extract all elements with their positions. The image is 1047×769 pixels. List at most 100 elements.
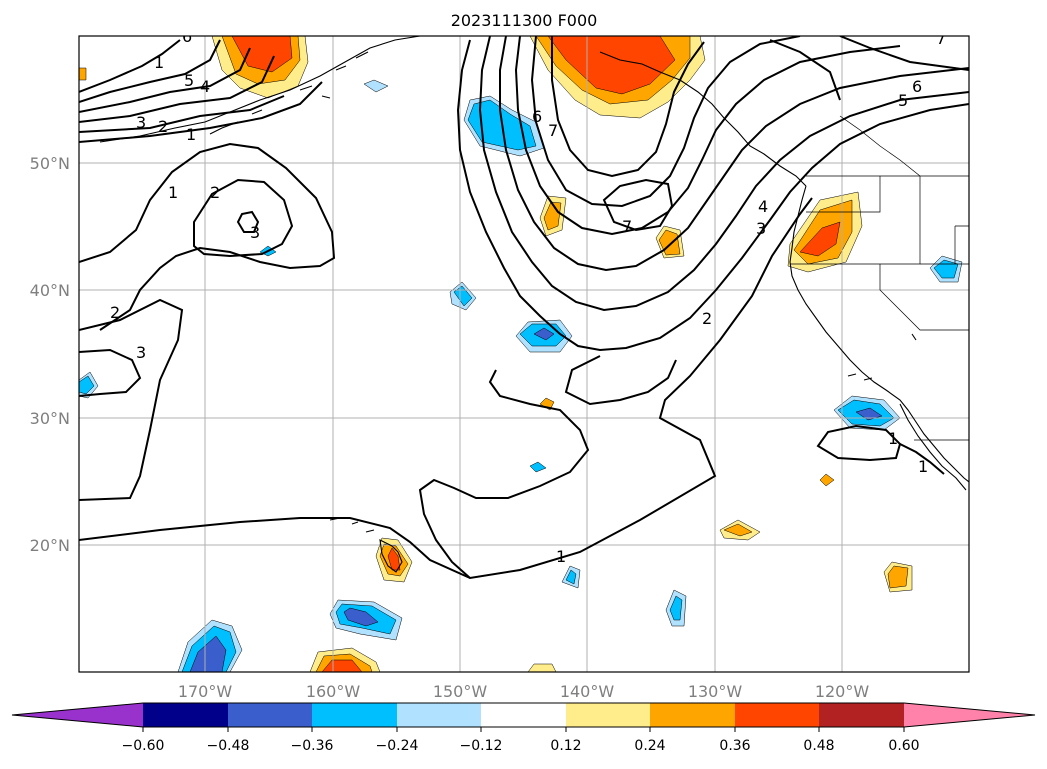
contour-line <box>79 298 184 501</box>
contour-line <box>478 36 969 312</box>
political-borders <box>790 115 969 441</box>
nevada-border <box>879 264 969 331</box>
channel-islands <box>847 333 917 381</box>
colorbar-segment <box>312 703 397 727</box>
contour-label: 4 <box>758 197 768 216</box>
colorbar-segment <box>566 703 650 727</box>
colorbar-segment <box>143 703 228 727</box>
positive-anomaly-region <box>547 36 676 95</box>
lon-label: 140°W <box>560 682 615 701</box>
negative-anomaly-region <box>343 607 379 627</box>
contour-label: 2 <box>210 183 220 202</box>
contour-line <box>79 95 285 133</box>
negative-anomaly-region <box>189 635 227 672</box>
map-frame <box>78 35 970 673</box>
colorbar-extend-high <box>904 703 1035 727</box>
negative-anomaly-region <box>363 79 389 93</box>
contour-label: 5 <box>898 91 908 110</box>
contour-line <box>79 197 813 580</box>
contour-line <box>236 210 260 233</box>
lat-label: 20°N <box>30 536 70 555</box>
positive-anomaly-region <box>387 547 401 571</box>
negative-anomaly-region <box>533 327 555 341</box>
colorbar-tick-label: −0.60 <box>122 738 165 754</box>
contour-label: 7 <box>936 29 946 48</box>
lon-label: 160°W <box>306 682 361 701</box>
contour-line <box>79 348 142 397</box>
positive-anomaly-region <box>321 659 363 672</box>
colorbar-segment <box>735 703 819 727</box>
baja-coast <box>899 403 967 491</box>
negative-anomaly-region <box>453 285 473 307</box>
aleutian-islands <box>209 51 369 135</box>
colorbar-ticks <box>142 727 905 732</box>
contour-label: 7 <box>622 217 632 236</box>
map-title: 2023111300 F000 <box>451 11 598 30</box>
contour-line <box>899 443 945 475</box>
lon-label: 150°W <box>433 682 488 701</box>
contour-label: 2 <box>158 117 168 136</box>
longitude-labels: 170°W 160°W 150°W 140°W 130°W 120°W <box>178 682 870 701</box>
positive-anomaly-region <box>231 36 293 73</box>
height-contours <box>79 36 969 580</box>
contour-label: 1 <box>888 429 898 448</box>
colorbar-segment <box>481 703 566 727</box>
contour-line <box>79 81 323 143</box>
alaska-coast <box>99 36 421 143</box>
colorbar-segment <box>819 703 904 727</box>
negative-anomaly-region <box>933 259 959 279</box>
lon-label: 170°W <box>178 682 233 701</box>
negative-anomaly-region <box>529 461 547 473</box>
contour-label: 4 <box>200 77 210 96</box>
colorbar-segment <box>228 703 312 727</box>
contour-line <box>551 36 705 178</box>
contour-label: 1 <box>168 183 178 202</box>
lon-label: 130°W <box>688 682 743 701</box>
colorbar-tick-label: 0.24 <box>634 738 665 754</box>
positive-anomaly-region <box>723 523 753 537</box>
contour-labels: 1 5 4 3 2 1 1 2 3 2 3 6 7 7 2 3 4 5 6 7 … <box>110 27 946 566</box>
contour-line <box>79 47 251 113</box>
contour-label: 7 <box>548 121 558 140</box>
lat-label: 50°N <box>30 154 70 173</box>
contour-label: 6 <box>532 107 542 126</box>
colorbar-segment <box>650 703 735 727</box>
contour-label: 2 <box>110 303 120 322</box>
lon-label: 120°W <box>815 682 870 701</box>
contour-line <box>79 55 275 123</box>
colorbar-tick-label: −0.12 <box>460 738 503 754</box>
contour-label: 1 <box>154 53 164 72</box>
washington-oregon-border <box>806 176 881 213</box>
map-area: 1 5 4 3 2 1 1 2 3 2 3 6 7 7 2 3 4 5 6 7 … <box>79 27 969 672</box>
colorbar-tick-label: 0.36 <box>719 738 750 754</box>
contour-label: 3 <box>136 113 146 132</box>
contour-label: 2 <box>702 309 712 328</box>
colorbar-tick-label: −0.48 <box>207 738 250 754</box>
colorbar-segment <box>397 703 481 727</box>
negative-anomaly-region <box>565 569 577 585</box>
positive-anomaly-region <box>887 565 909 589</box>
graticule <box>79 36 969 672</box>
contour-label: 3 <box>250 223 260 242</box>
positive-anomaly-region <box>819 473 835 487</box>
colorbar-tick-label: 0.60 <box>888 738 919 754</box>
contour-label: 6 <box>182 27 192 46</box>
colorbar-tick-label: 0.48 <box>803 738 834 754</box>
contour-label: 3 <box>136 343 146 362</box>
negative-anomaly-region <box>79 375 95 395</box>
contour-line <box>499 36 969 272</box>
colorbar-extend-low <box>12 703 143 727</box>
bc-alberta-border <box>839 115 921 177</box>
contour-label: 1 <box>918 457 928 476</box>
contour-line <box>602 178 674 232</box>
contour-label: 1 <box>186 125 196 144</box>
contour-line <box>769 39 841 101</box>
contour-label: 5 <box>184 71 194 90</box>
contour-label: 6 <box>912 77 922 96</box>
contour-label: 1 <box>556 547 566 566</box>
contour-line <box>193 178 294 258</box>
contour-line <box>514 36 901 236</box>
positive-anomaly-region <box>799 221 841 257</box>
idaho-border <box>920 225 969 265</box>
